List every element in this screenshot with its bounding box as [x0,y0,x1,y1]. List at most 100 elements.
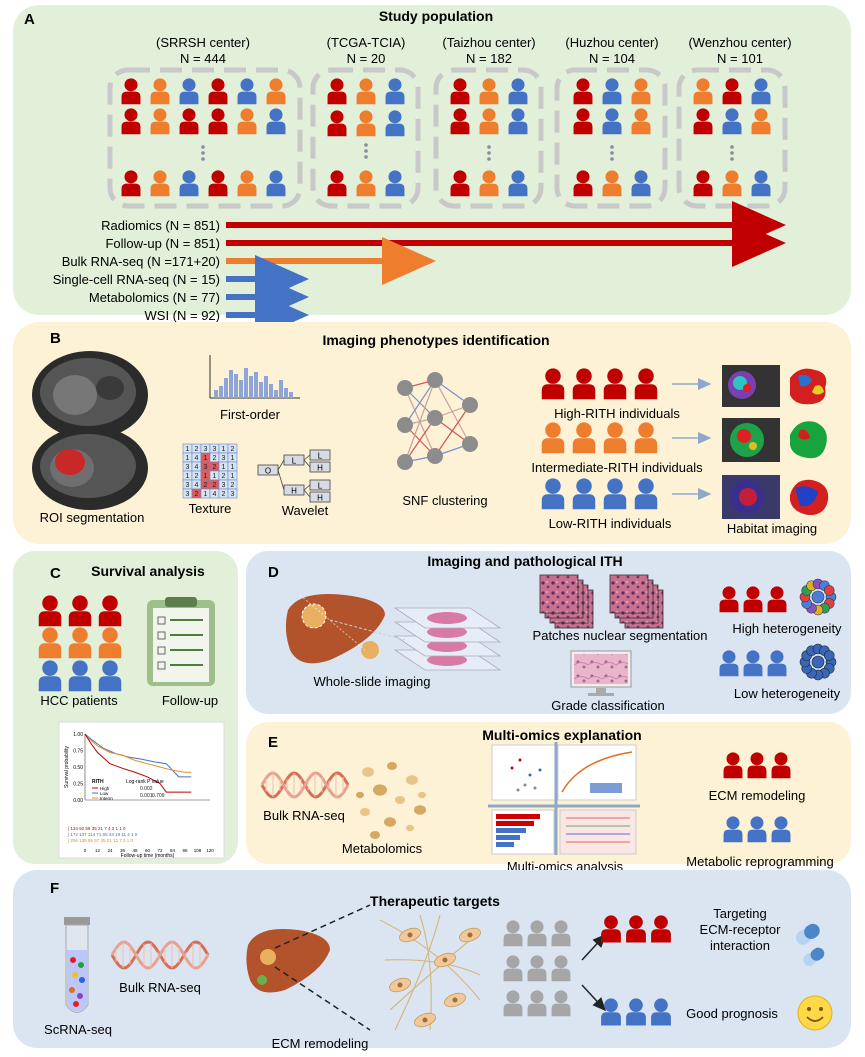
person-icon [722,170,742,197]
person-icon [508,170,528,197]
km-risk-row: | 134 92 59 35 21 7 4 3 1 1 0 [68,826,126,831]
center-name: (SRRSH center) [156,35,250,50]
snf-edge [404,417,436,463]
patch-tile [609,574,649,614]
km-ylabel: Survival probability [64,746,70,788]
km-curve [84,733,192,778]
ellipsis-dot [487,145,491,149]
good-prognosis-label: Good prognosis [686,1006,778,1021]
gray-patient-icons [503,920,571,1017]
ellipsis-dot [610,151,614,155]
km-logrank-title: Log-rank P value [126,779,164,785]
center-name: (TCGA-TCIA) [327,35,406,50]
panel-c-letter: C [50,565,61,582]
histogram-bar [284,388,288,398]
histogram-bar [229,370,233,398]
high-het-person-icon [719,586,739,613]
panel-f: F Therapeutic targets ScRNA-seq Bulk RNA… [13,870,851,1051]
dna-strand [260,771,350,799]
intermediate-rith-person-icon [634,422,658,454]
person-icon [327,78,347,105]
panel-b: B Imaging phenotypes identification ROI … [13,322,851,544]
person-icon [508,108,528,135]
person-icon [751,170,771,197]
grade-monitor-icon [570,650,632,696]
gray-person-icon [527,920,547,947]
person-icon [121,78,141,105]
person-icon [602,108,622,135]
texture-value: 4 [195,482,199,489]
texture-value: 1 [204,455,208,462]
texture-value: 1 [204,491,208,498]
center-n: N = 182 [466,51,512,66]
km-legend-label: Low [100,791,109,796]
low-rith-person-icon [541,478,565,510]
person-icon [150,78,170,105]
texture-value: 1 [213,473,217,480]
intermediate-rith-person-icon [603,422,627,454]
panel-d: D Imaging and pathological ITH Whole-sli… [246,551,851,714]
person-icon [385,110,405,137]
panel-a-title: Study population [379,8,493,24]
grade-classification-label: Grade classification [551,698,664,713]
wavelet-node-label: L [318,482,323,491]
snf-label: SNF clustering [402,493,487,508]
gray-person-icon [551,920,571,947]
snf-edge [434,404,471,457]
histogram-bar [244,368,248,398]
arrow-label: Radiomics (N = 851) [101,218,220,233]
texture-value: 1 [186,473,190,480]
person-icon [121,170,141,197]
clipboard-icon [147,597,215,686]
panel-d-letter: D [268,564,279,581]
km-xtick: 84 [170,848,176,853]
hcc-person-icon [68,595,92,627]
f-low-person-icon [626,998,646,1026]
km-xtick: 36 [120,848,126,853]
person-icon [237,170,257,197]
texture-value: 2 [195,473,199,480]
wavelet-node-label: H [317,464,323,473]
metabolite-dot [387,762,397,770]
ellipsis-dot [730,145,734,149]
gray-person-icon [527,990,547,1017]
roi-segmentation-label: ROI segmentation [40,510,145,525]
hcc-person-icon [98,595,122,627]
km-legend-title: RITH [92,779,104,785]
follow-up-label: Follow-up [162,693,218,708]
person-icon [179,170,199,197]
person-icon [450,108,470,135]
person-icon [266,170,286,197]
texture-value: 2 [213,464,217,471]
gray-person-icon [503,955,523,982]
km-ytick: 0.75 [73,749,83,755]
km-xlabel: Follow-up time (months) [121,853,175,859]
wavelet-node-label: O [265,467,271,476]
snf-network [397,372,478,470]
texture-label: Texture [189,501,232,516]
high-rith-person-icon [634,368,658,400]
targeting-line2: ECM-receptor [700,922,782,937]
snf-node [462,436,478,452]
person-icon [573,108,593,135]
texture-value: 2 [213,482,217,489]
center-n: N = 104 [589,51,635,66]
pill-icon [795,923,825,966]
person-icon [208,78,228,105]
hcc-patients-label: HCC patients [40,693,118,708]
person-icon [722,108,742,135]
dna-illustration [260,771,350,799]
texture-value: 3 [186,491,190,498]
panel-a: A Study population (SRRSH center)N = 444… [13,5,851,339]
km-xtick: 12 [95,848,101,853]
wavelet-node-label: H [291,487,297,496]
metabolite-dot [406,824,414,832]
km-ytick: 0.00 [73,798,83,804]
wavelet-node-label: H [317,494,323,503]
person-icon [751,78,771,105]
ecm-person-icon [771,752,791,779]
panel-e: E Multi-omics explanation Bulk RNA-seq M… [246,722,851,874]
metabolite-dots [356,762,426,839]
